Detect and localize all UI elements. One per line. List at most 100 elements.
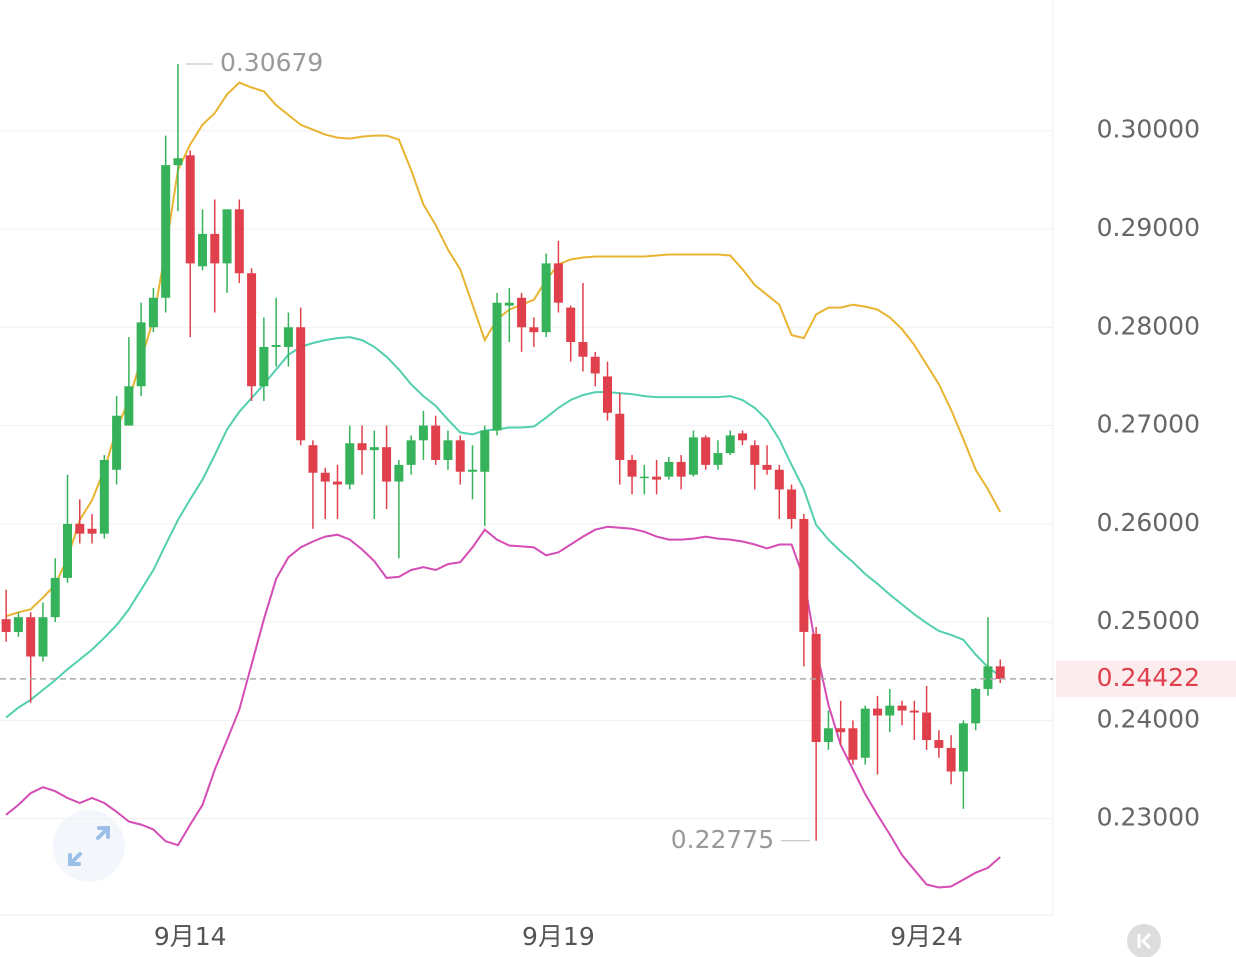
candle-body	[664, 461, 674, 477]
candle-body	[897, 705, 907, 711]
candle-body	[885, 705, 895, 716]
candle-body	[296, 327, 306, 441]
candle-body	[615, 413, 625, 460]
candle-body	[431, 425, 441, 460]
candle-body	[1, 619, 11, 632]
candle-body	[860, 708, 870, 758]
candle-body	[909, 710, 919, 713]
candle-body	[750, 445, 760, 465]
y-tick-label: 0.28000	[1097, 311, 1200, 340]
candle-body	[946, 747, 956, 772]
y-tick-label: 0.27000	[1097, 410, 1200, 439]
candle-body	[259, 346, 269, 387]
candle-body	[333, 481, 342, 485]
candle-body	[627, 459, 637, 477]
candle-body	[247, 273, 257, 387]
candle-body	[590, 356, 600, 374]
candle-body	[99, 459, 109, 534]
candle-body	[553, 263, 563, 303]
candle-body	[369, 447, 379, 451]
candle-body	[603, 376, 612, 413]
x-tick-label: 9月14	[154, 922, 227, 951]
candle-body	[283, 327, 293, 347]
candle-body	[50, 577, 60, 618]
candle-body	[848, 728, 858, 760]
candle-body	[492, 302, 502, 431]
candle-body	[124, 386, 134, 426]
candle-body	[922, 712, 932, 741]
candle-body	[148, 297, 158, 328]
candle-body	[873, 708, 882, 716]
candle-body	[811, 633, 821, 743]
candle-body	[394, 464, 404, 482]
candle-body	[836, 728, 846, 733]
candle-body	[87, 528, 97, 534]
candle-body	[468, 469, 477, 472]
y-tick-label: 0.30000	[1097, 115, 1200, 144]
candle-body	[529, 327, 539, 333]
x-tick-label: 9月19	[522, 922, 595, 951]
y-tick-label: 0.24000	[1097, 704, 1200, 733]
candle-body	[787, 489, 797, 519]
candle-body	[762, 464, 772, 470]
band-line	[5, 81, 1002, 618]
candle-body	[701, 437, 711, 465]
candle-body	[455, 440, 465, 472]
candle-body	[75, 523, 85, 534]
annotation-label: 0.30679	[220, 48, 323, 77]
candle-body	[271, 344, 281, 347]
candle-body	[443, 440, 453, 460]
reset-button[interactable]	[1127, 924, 1161, 957]
candle-body	[185, 155, 195, 264]
candle-body	[357, 443, 367, 451]
candle-body	[639, 476, 649, 479]
candle-body	[578, 342, 588, 357]
candle-body	[541, 263, 551, 333]
candle-body	[799, 518, 809, 632]
candle-body	[517, 297, 527, 328]
annotation-label: 0.22775	[671, 825, 774, 854]
candle-body	[13, 617, 23, 632]
band-line	[5, 525, 1001, 889]
candle-body	[774, 469, 784, 490]
candle-body	[345, 443, 355, 485]
candle-body	[161, 165, 171, 298]
candle-body	[713, 453, 723, 465]
last-price-box	[1056, 660, 1236, 697]
candle-body	[418, 425, 428, 441]
candle-body	[63, 523, 72, 578]
candle-body	[308, 445, 318, 473]
candle-body	[934, 740, 944, 748]
y-tick-label: 0.25000	[1097, 606, 1200, 635]
y-tick-label: 0.26000	[1097, 508, 1200, 537]
candle-body	[738, 433, 747, 441]
candle-body	[234, 209, 244, 274]
candle-body	[173, 158, 183, 166]
candle-body	[688, 437, 698, 475]
y-tick-label: 0.29000	[1097, 213, 1200, 242]
candle-body	[566, 307, 576, 343]
expand-icon[interactable]	[53, 810, 125, 882]
candle-body	[320, 472, 330, 482]
candle-body	[480, 430, 490, 472]
candle-body	[210, 233, 220, 264]
candle-body	[676, 461, 686, 477]
candle-body	[983, 666, 993, 689]
candle-body	[26, 617, 36, 657]
candle-body	[198, 233, 207, 267]
candle-body	[995, 666, 1005, 679]
candle-body	[222, 209, 232, 264]
candle-body	[958, 723, 968, 772]
last-price-label: 0.24422	[1097, 663, 1200, 692]
candle-body	[823, 728, 833, 743]
candle-body	[38, 617, 48, 657]
x-tick-label: 9月24	[890, 922, 963, 951]
candle-body	[504, 302, 514, 306]
candle-body	[406, 440, 416, 465]
y-tick-label: 0.23000	[1097, 803, 1200, 832]
band-line	[5, 336, 1001, 719]
candle-body	[136, 322, 146, 387]
candle-body	[725, 435, 735, 454]
candle-body	[971, 688, 981, 724]
